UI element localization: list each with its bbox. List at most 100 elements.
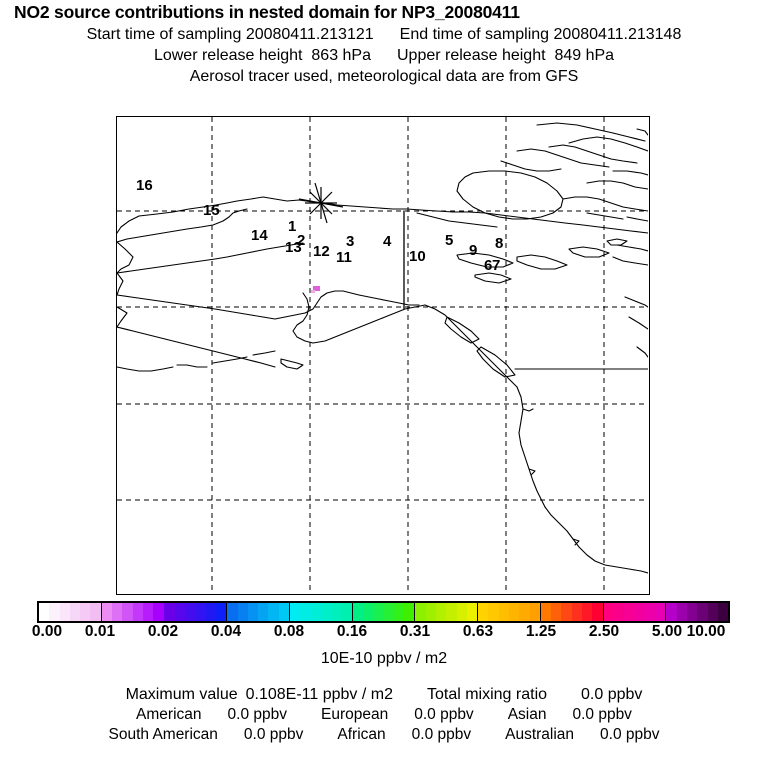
upper-release-group: Upper release height 849 hPa bbox=[397, 47, 614, 65]
colorbar-step bbox=[393, 603, 405, 621]
colorbar-step bbox=[613, 603, 625, 621]
map-label: 2 bbox=[297, 232, 306, 249]
map-label: 11 bbox=[336, 249, 352, 266]
colorbar-step bbox=[164, 603, 175, 621]
colorbar-step bbox=[80, 603, 91, 621]
south-american-value: 0.0 ppbv bbox=[243, 726, 304, 743]
release-height-line: Lower release height 863 hPa Upper releas… bbox=[0, 47, 768, 65]
colorbar-step bbox=[227, 603, 238, 621]
colorbar-tick-11: 10.00 bbox=[686, 623, 726, 640]
colorbar-step bbox=[707, 603, 718, 621]
colorbar-segment-0 bbox=[39, 603, 102, 621]
colorbar-segment-2 bbox=[164, 603, 228, 621]
map-label: 13 bbox=[285, 239, 302, 256]
european-value: 0.0 ppbv bbox=[414, 706, 474, 723]
sampling-time-line: Start time of sampling 20080411.213121 En… bbox=[0, 26, 768, 44]
stats-row-continents-2: South American 0.0 ppbv African 0.0 ppbv… bbox=[0, 726, 768, 744]
colorbar-step bbox=[373, 603, 384, 621]
colorbar-tick-3: 0.04 bbox=[210, 623, 242, 640]
colorbar-step bbox=[655, 603, 666, 621]
colorbar-step bbox=[185, 603, 196, 621]
colorbar-step bbox=[634, 603, 645, 621]
colorbar-tick-7: 0.63 bbox=[462, 623, 494, 640]
colorbar-segment-6 bbox=[415, 603, 479, 621]
colorbar-step bbox=[697, 603, 708, 621]
end-time-value: 20080411.213148 bbox=[553, 26, 682, 43]
colorbar-step bbox=[446, 603, 457, 621]
colorbar-step bbox=[331, 603, 342, 621]
colorbar-step bbox=[551, 603, 562, 621]
colorbar-step bbox=[488, 603, 499, 621]
colorbar-unit-label: 10E-10 ppbv / m2 bbox=[320, 650, 448, 667]
american-value: 0.0 ppbv bbox=[227, 706, 287, 723]
colorbar-step bbox=[39, 603, 50, 621]
colorbar-step bbox=[666, 603, 677, 621]
colorbar-step bbox=[215, 603, 227, 621]
colorbar-step bbox=[571, 603, 583, 621]
colorbar-step bbox=[415, 603, 426, 621]
colorbar-step bbox=[540, 603, 552, 621]
colorbar-step bbox=[153, 603, 164, 621]
colorbar-step bbox=[247, 603, 259, 621]
colorbar-segment-8 bbox=[540, 603, 604, 621]
lower-release-group: Lower release height 863 hPa bbox=[154, 47, 371, 65]
colorbar-segment-10 bbox=[666, 603, 729, 621]
start-time-value: 20080411.213121 bbox=[245, 26, 374, 43]
colorbar-tick-2: 0.02 bbox=[147, 623, 179, 640]
colorbar-segment-7 bbox=[478, 603, 541, 621]
colorbar-step bbox=[603, 603, 614, 621]
european-label: European bbox=[320, 706, 389, 723]
map-label: 5 bbox=[445, 232, 454, 249]
colorbar-step bbox=[352, 603, 363, 621]
end-time-group: End time of sampling 20080411.213148 bbox=[400, 26, 682, 44]
map-label: 15 bbox=[203, 202, 220, 219]
colorbar-step bbox=[582, 603, 593, 621]
colorbar-step bbox=[112, 603, 123, 621]
colorbar-tick-8: 1.25 bbox=[525, 623, 557, 640]
colorbar-step bbox=[383, 603, 394, 621]
total-mixing-ratio-value: 0.0 ppbv bbox=[581, 686, 643, 703]
colorbar-step bbox=[122, 603, 133, 621]
colorbar-step bbox=[644, 603, 656, 621]
colorbar-step bbox=[69, 603, 81, 621]
colorbar-step bbox=[268, 603, 279, 621]
colorbar-tick-0: 0.00 bbox=[31, 623, 63, 640]
colorbar-step bbox=[205, 603, 216, 621]
map-label: 3 bbox=[346, 233, 355, 250]
colorbar-step bbox=[49, 603, 60, 621]
colorbar-step bbox=[101, 603, 113, 621]
colorbar-step bbox=[362, 603, 374, 621]
asian-value: 0.0 ppbv bbox=[572, 706, 632, 723]
colorbar-step bbox=[320, 603, 332, 621]
colorbar-tick-1: 0.01 bbox=[84, 623, 116, 640]
colorbar-step bbox=[341, 603, 352, 621]
colorbar-step bbox=[717, 603, 729, 621]
colorbar-step bbox=[478, 603, 489, 621]
colorbar-step bbox=[519, 603, 530, 621]
colorbar-step bbox=[300, 603, 311, 621]
colorbar-step bbox=[90, 603, 101, 621]
map-label: 7 bbox=[492, 257, 501, 274]
colorbar-tick-10: 5.00 bbox=[651, 623, 683, 640]
colorbar-step bbox=[561, 603, 572, 621]
stats-row-continents-1: American 0.0 ppbv European 0.0 ppbv Asia… bbox=[0, 706, 768, 724]
max-value: 0.108E-11 ppbv / m2 bbox=[245, 686, 393, 703]
asian-label: Asian bbox=[507, 706, 547, 723]
colorbar-step bbox=[436, 603, 447, 621]
map-label: 1 bbox=[288, 218, 297, 235]
colorbar-tick-labels: 0.00 0.01 0.02 0.04 0.08 0.16 0.31 0.63 1.25 2.50… bbox=[0, 623, 768, 643]
upper-release-label: Upper release height bbox=[397, 47, 546, 64]
upper-release-value: 849 hPa bbox=[554, 47, 615, 64]
map-label: 4 bbox=[383, 233, 392, 250]
release-site-star-icon bbox=[298, 182, 344, 224]
australian-label: Australian bbox=[505, 726, 575, 743]
lower-release-label: Lower release height bbox=[153, 47, 303, 64]
map-label: 8 bbox=[495, 235, 504, 252]
statistics-block: Maximum value 0.108E-11 ppbv / m2 Total … bbox=[0, 684, 768, 744]
start-time-group: Start time of sampling 20080411.213121 bbox=[87, 26, 374, 44]
colorbar-tick-9: 2.50 bbox=[588, 623, 620, 640]
african-label: African bbox=[337, 726, 386, 743]
header-block: NO2 source contributions in nested domai… bbox=[0, 0, 768, 86]
colorbar-step bbox=[624, 603, 635, 621]
colorbar-step bbox=[592, 603, 603, 621]
